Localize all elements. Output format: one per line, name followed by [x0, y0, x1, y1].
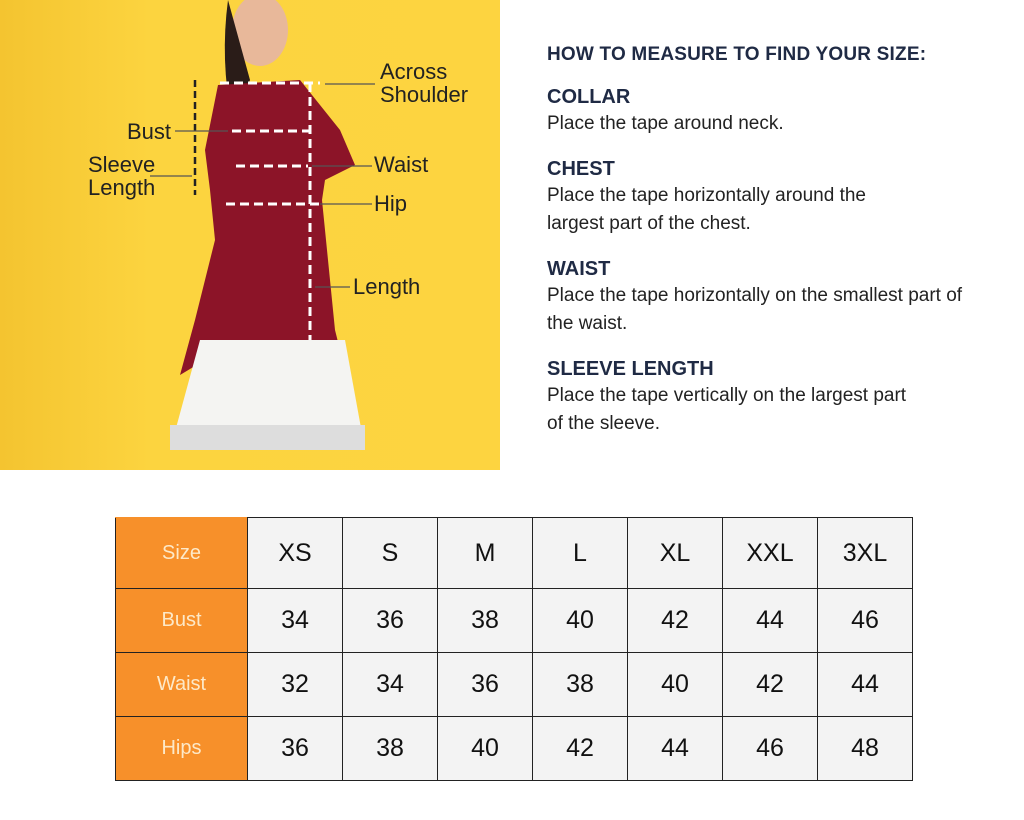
table-cell: 36 — [247, 716, 343, 781]
model-photo: Across Shoulder Bust Sleeve Length Waist… — [0, 0, 500, 470]
table-row: Bust 34 36 38 40 42 44 46 — [115, 588, 913, 653]
section-heading: WAIST — [547, 258, 611, 280]
model-illustration — [150, 0, 375, 450]
guide-section-chest: CHEST Place the tape horizontally around … — [547, 156, 967, 238]
table-cell: XS — [247, 517, 343, 589]
label-waist: Waist — [374, 152, 429, 177]
table-cell: 44 — [627, 716, 723, 781]
row-header: Hips — [115, 716, 248, 781]
size-chart-table: Size XS S M L XL XXL 3XL Bust 34 36 38 40 42 44 46 Waist… — [115, 517, 913, 781]
table-cell: 36 — [437, 652, 533, 717]
table-row: Hips 36 38 40 42 44 46 48 — [115, 716, 913, 781]
table-cell: 44 — [722, 588, 818, 653]
section-heading: CHEST — [547, 158, 615, 180]
table-row: Waist 32 34 36 38 40 42 44 — [115, 652, 913, 717]
table-cell: 38 — [342, 716, 438, 781]
table-cell: 46 — [817, 588, 913, 653]
label-length: Length — [353, 274, 421, 299]
table-cell: 38 — [532, 652, 628, 717]
table-cell: XL — [627, 517, 723, 589]
label-hip: Hip — [374, 191, 408, 216]
section-text: Place the tape horizontally around the l… — [547, 185, 866, 234]
table-cell: 38 — [437, 588, 533, 653]
table-cell: 42 — [722, 652, 818, 717]
table-cell: 44 — [817, 652, 913, 717]
label-across-shoulder: Across Shoulder — [380, 59, 469, 107]
table-cell: 48 — [817, 716, 913, 781]
table-cell: 34 — [247, 588, 343, 653]
section-heading: SLEEVE LENGTH — [547, 358, 714, 380]
table-cell: 3XL — [817, 517, 913, 589]
row-header: Waist — [115, 652, 248, 717]
section-text: Place the tape around neck. — [547, 113, 784, 134]
label-bust: Bust — [127, 119, 172, 144]
row-header: Bust — [115, 588, 248, 653]
table-cell: 40 — [437, 716, 533, 781]
table-cell: 34 — [342, 652, 438, 717]
guide-section-collar: COLLAR Place the tape around neck. — [547, 84, 967, 138]
guide-title: HOW TO MEASURE TO FIND YOUR SIZE: — [547, 44, 927, 65]
table-cell: 40 — [627, 652, 723, 717]
table-cell: 40 — [532, 588, 628, 653]
measure-guide: HOW TO MEASURE TO FIND YOUR SIZE: COLLAR… — [547, 44, 967, 456]
table-cell: L — [532, 517, 628, 589]
section-text: Place the tape horizontally on the small… — [547, 285, 963, 334]
section-heading: COLLAR — [547, 86, 631, 108]
guide-section-waist: WAIST Place the tape horizontally on the … — [547, 256, 967, 338]
guide-section-sleeve: SLEEVE LENGTH Place the tape vertically o… — [547, 356, 967, 438]
table-row: Size XS S M L XL XXL 3XL — [115, 517, 913, 589]
label-sleeve-length: Sleeve Length — [88, 152, 156, 200]
table-cell: XXL — [722, 517, 818, 589]
table-cell: 36 — [342, 588, 438, 653]
table-cell: 32 — [247, 652, 343, 717]
table-cell: 42 — [532, 716, 628, 781]
table-cell: 46 — [722, 716, 818, 781]
section-text: Place the tape vertically on the largest… — [547, 385, 907, 434]
row-header: Size — [115, 517, 248, 589]
table-cell: S — [342, 517, 438, 589]
table-cell: M — [437, 517, 533, 589]
table-cell: 42 — [627, 588, 723, 653]
